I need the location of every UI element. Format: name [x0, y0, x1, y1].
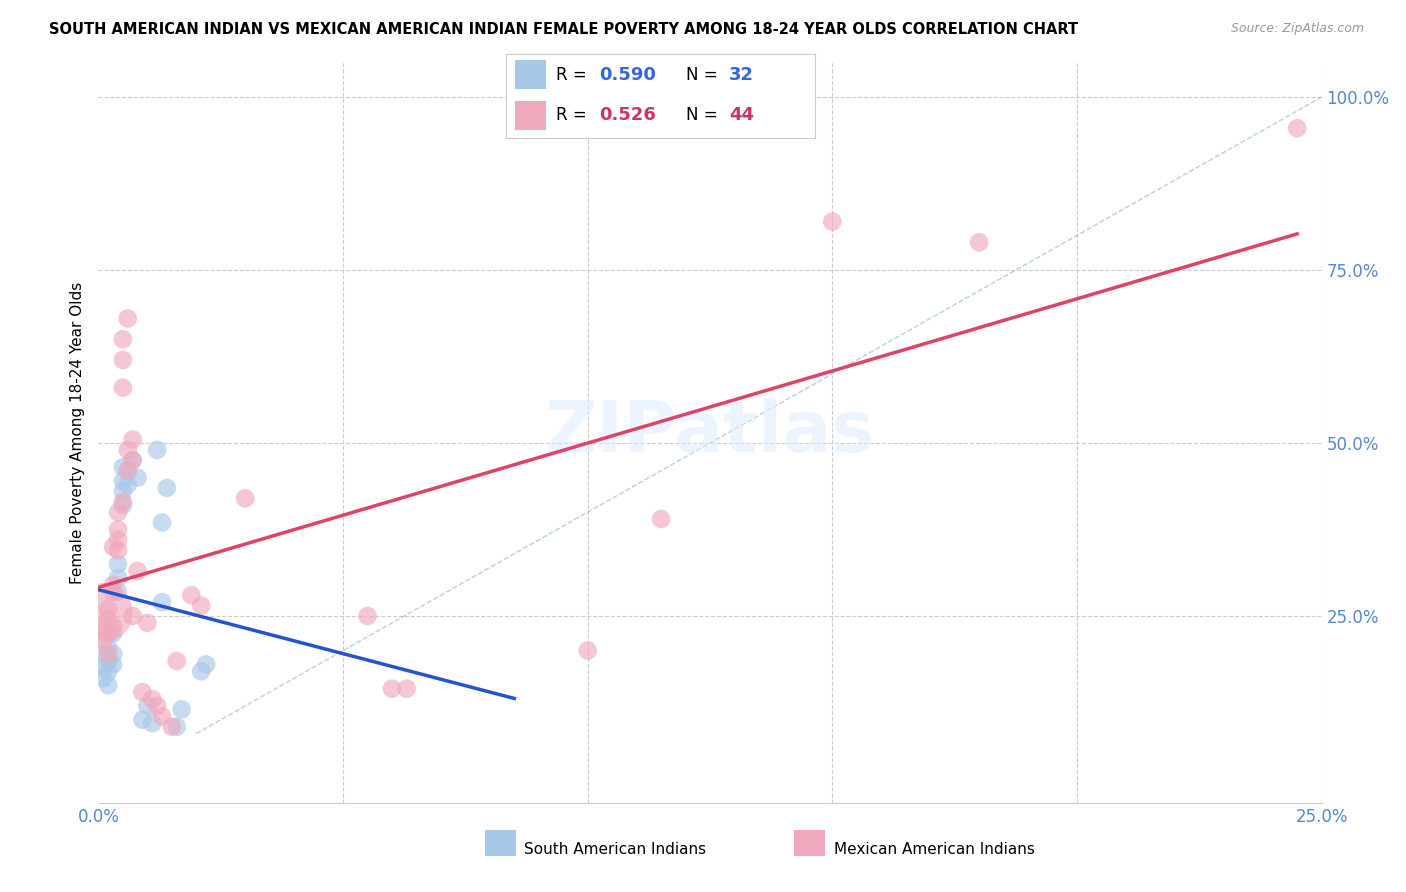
Point [97, 602, 120, 616]
Point [121, 453, 143, 467]
Point [111, 332, 134, 346]
Point [131, 713, 153, 727]
Point [821, 214, 844, 228]
Point [91, 671, 114, 685]
Point [107, 584, 129, 599]
Point [107, 543, 129, 558]
Point [101, 584, 124, 599]
Point [101, 647, 124, 661]
Point [170, 702, 193, 716]
Point [121, 453, 143, 467]
Point [127, 564, 149, 578]
Point [107, 533, 129, 547]
Point [136, 698, 159, 713]
Point [146, 698, 169, 713]
Bar [516, 61, 547, 89]
Point [107, 505, 129, 519]
Point [127, 470, 149, 484]
Point [101, 626, 124, 640]
Point [107, 557, 129, 571]
Point [111, 353, 134, 368]
Point [381, 681, 404, 696]
Point [233, 491, 256, 506]
Text: Mexican American Indians: Mexican American Indians [834, 842, 1035, 856]
Point [111, 381, 134, 395]
Text: SOUTH AMERICAN INDIAN VS MEXICAN AMERICAN INDIAN FEMALE POVERTY AMONG 18-24 YEAR: SOUTH AMERICAN INDIAN VS MEXICAN AMERICA… [49, 22, 1078, 37]
Point [91, 619, 114, 633]
Point [97, 647, 120, 661]
Point [150, 595, 173, 609]
Point [166, 720, 188, 734]
Point [967, 235, 990, 250]
Point [97, 626, 120, 640]
Point [146, 442, 169, 457]
Text: 44: 44 [728, 106, 754, 124]
Point [180, 588, 202, 602]
Text: R =: R = [555, 66, 592, 84]
Y-axis label: Female Poverty Among 18-24 Year Olds: Female Poverty Among 18-24 Year Olds [69, 282, 84, 583]
Point [111, 460, 134, 475]
Point [156, 481, 179, 495]
Point [91, 661, 114, 675]
Text: N =: N = [686, 106, 723, 124]
Point [97, 612, 120, 626]
Point [97, 678, 120, 692]
Point [111, 474, 134, 488]
Point [97, 665, 120, 679]
Point [117, 442, 139, 457]
Text: N =: N = [686, 66, 723, 84]
Point [576, 643, 599, 657]
Point [107, 571, 129, 585]
Point [1286, 121, 1309, 136]
Point [91, 633, 114, 648]
Point [97, 640, 120, 654]
Text: 0.526: 0.526 [599, 106, 655, 124]
Point [160, 720, 183, 734]
Bar [516, 101, 547, 130]
Point [121, 433, 143, 447]
Point [101, 540, 124, 554]
Point [141, 716, 163, 731]
Point [101, 619, 124, 633]
Point [91, 647, 114, 661]
Point [111, 484, 134, 499]
Point [101, 657, 124, 672]
Point [117, 464, 139, 478]
Point [150, 516, 173, 530]
Point [91, 606, 114, 620]
Point [141, 692, 163, 706]
Text: 0.590: 0.590 [599, 66, 655, 84]
Point [121, 609, 143, 624]
Point [111, 498, 134, 512]
Point [101, 578, 124, 592]
Point [190, 599, 212, 613]
Point [117, 477, 139, 491]
Point [136, 615, 159, 630]
Point [195, 657, 218, 672]
Point [117, 311, 139, 326]
Point [111, 495, 134, 509]
Point [395, 681, 418, 696]
Text: R =: R = [555, 106, 592, 124]
Point [117, 464, 139, 478]
Point [97, 654, 120, 668]
Text: ZIPatlas: ZIPatlas [546, 398, 875, 467]
Point [107, 523, 129, 537]
Point [131, 685, 153, 699]
Point [650, 512, 672, 526]
Point [150, 709, 173, 723]
Point [356, 609, 378, 624]
Text: 32: 32 [728, 66, 754, 84]
Text: South American Indians: South American Indians [524, 842, 707, 856]
Point [166, 654, 188, 668]
Text: Source: ZipAtlas.com: Source: ZipAtlas.com [1230, 22, 1364, 36]
Point [190, 665, 212, 679]
